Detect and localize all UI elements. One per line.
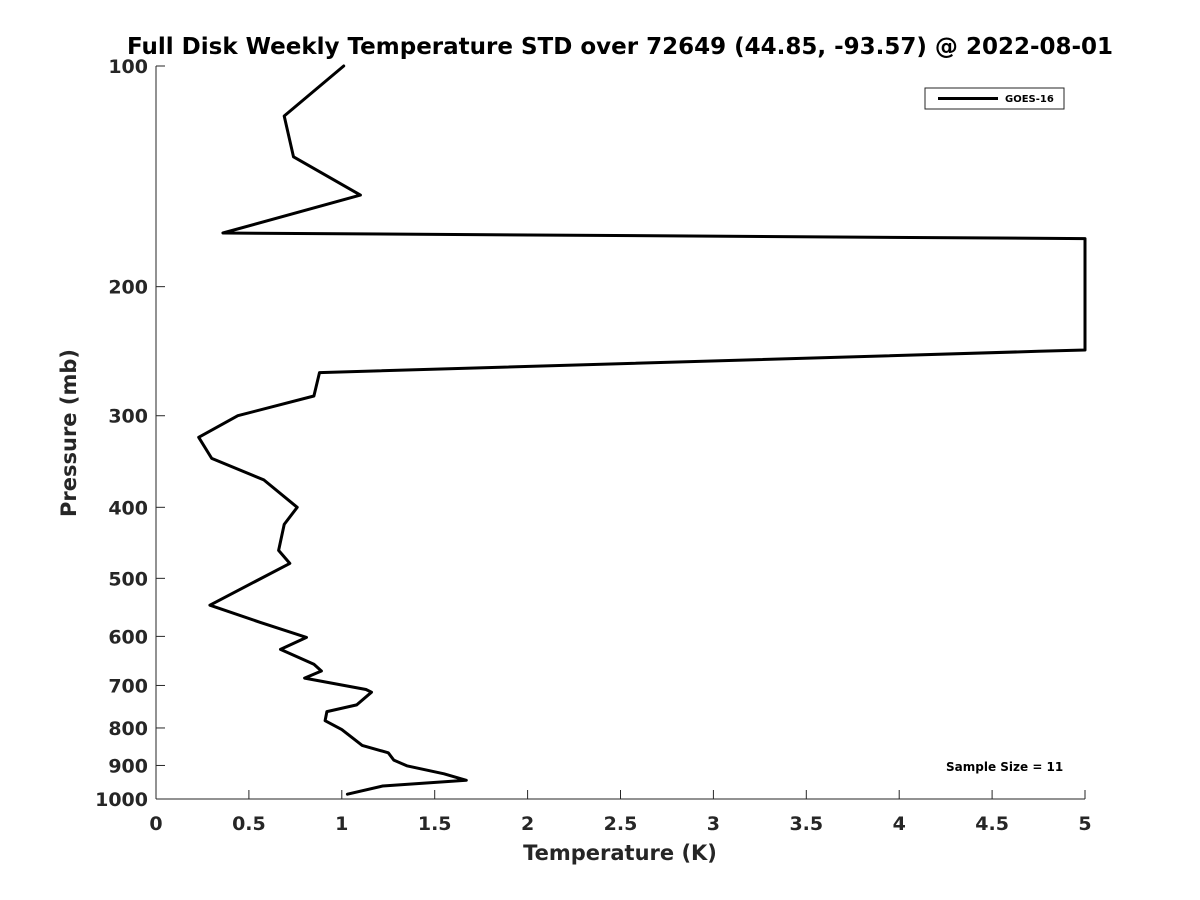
y-tick-label: 700 [108,675,148,697]
x-tick-label: 4 [893,813,906,835]
y-tick-label: 500 [108,568,148,590]
y-tick-label: 100 [108,56,148,78]
series-line-goes-16 [197,64,1087,796]
x-tick-label: 3 [707,813,720,835]
legend-label: GOES-16 [1005,94,1054,105]
y-tick-label: 900 [108,755,148,777]
y-tick-label: 600 [108,626,148,648]
x-tick-label: 5 [1078,813,1091,835]
x-tick-label: 1.5 [418,813,452,835]
x-tick-label: 2.5 [604,813,638,835]
x-tick-label: 1 [335,813,348,835]
x-tick-label: 0.5 [232,813,266,835]
y-axis-label: Pressure (mb) [57,349,81,517]
y-tick-label: 800 [108,718,148,740]
y-tick-label: 200 [108,277,148,299]
series-group [197,64,1087,796]
x-tick-label: 2 [521,813,534,835]
sample-size-annotation: Sample Size = 11 [946,760,1063,774]
x-tick-label: 4.5 [975,813,1009,835]
chart-title: Full Disk Weekly Temperature STD over 72… [127,34,1113,60]
x-tick-label: 3.5 [789,813,823,835]
x-axis-label: Temperature (K) [523,841,717,865]
y-tick-label: 400 [108,497,148,519]
x-ticks: 0 0.5 1 1.5 2 2.5 3 3.5 4 4.5 5 [149,790,1092,835]
y-ticks: 100 200 300 400 500 600 700 800 900 1000 [95,56,165,811]
legend: GOES-16 [924,87,1065,110]
y-tick-label: 300 [108,406,148,428]
x-tick-label: 0 [149,813,162,835]
y-tick-label: 1000 [95,789,148,811]
